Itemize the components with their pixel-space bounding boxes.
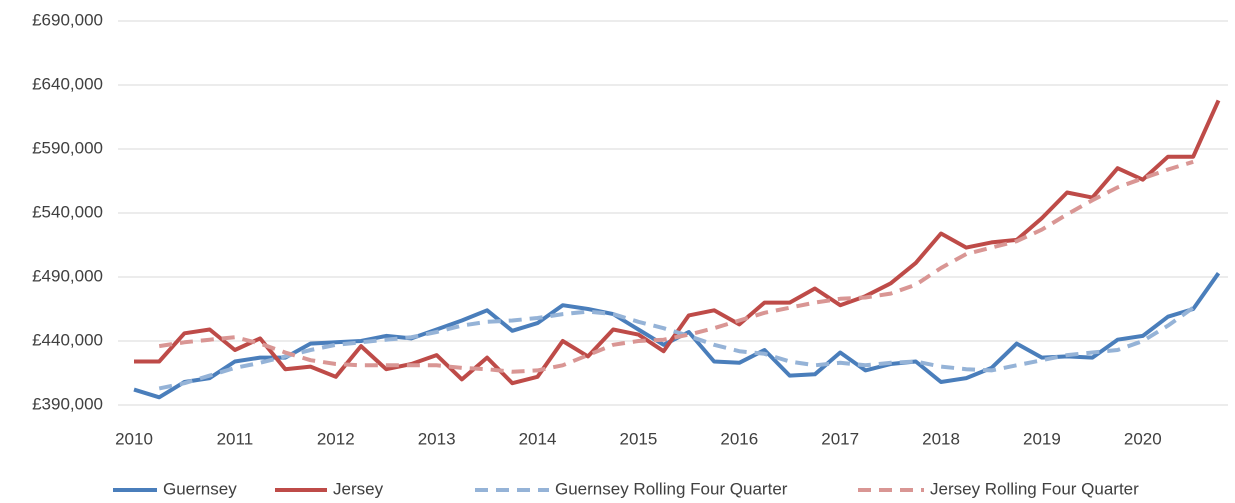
y-tick-label: £690,000 xyxy=(32,10,103,29)
x-tick-label: 2017 xyxy=(821,429,859,448)
y-tick-label: £390,000 xyxy=(32,394,103,413)
x-tick-label: 2010 xyxy=(115,429,153,448)
x-tick-label: 2013 xyxy=(418,429,456,448)
y-tick-label: £590,000 xyxy=(32,138,103,157)
x-tick-label: 2018 xyxy=(922,429,960,448)
x-tick-label: 2019 xyxy=(1023,429,1061,448)
x-tick-label: 2011 xyxy=(217,429,254,448)
series-line xyxy=(158,159,1194,374)
legend-label: Guernsey Rolling Four Quarter xyxy=(555,479,788,498)
x-tick-label: 2020 xyxy=(1124,429,1162,448)
y-tick-label: £440,000 xyxy=(32,330,103,349)
x-tick-label: 2015 xyxy=(619,429,657,448)
x-tick-label: 2012 xyxy=(317,429,355,448)
series-line xyxy=(158,306,1195,391)
legend-label: Guernsey xyxy=(163,479,237,498)
legend-label: Jersey xyxy=(333,479,384,498)
y-tick-label: £490,000 xyxy=(32,266,103,285)
y-tick-label: £640,000 xyxy=(32,74,103,93)
y-tick-label: £540,000 xyxy=(32,202,103,221)
x-tick-label: 2014 xyxy=(519,429,557,448)
legend-label: Jersey Rolling Four Quarter xyxy=(930,479,1139,498)
x-tick-label: 2016 xyxy=(720,429,758,448)
